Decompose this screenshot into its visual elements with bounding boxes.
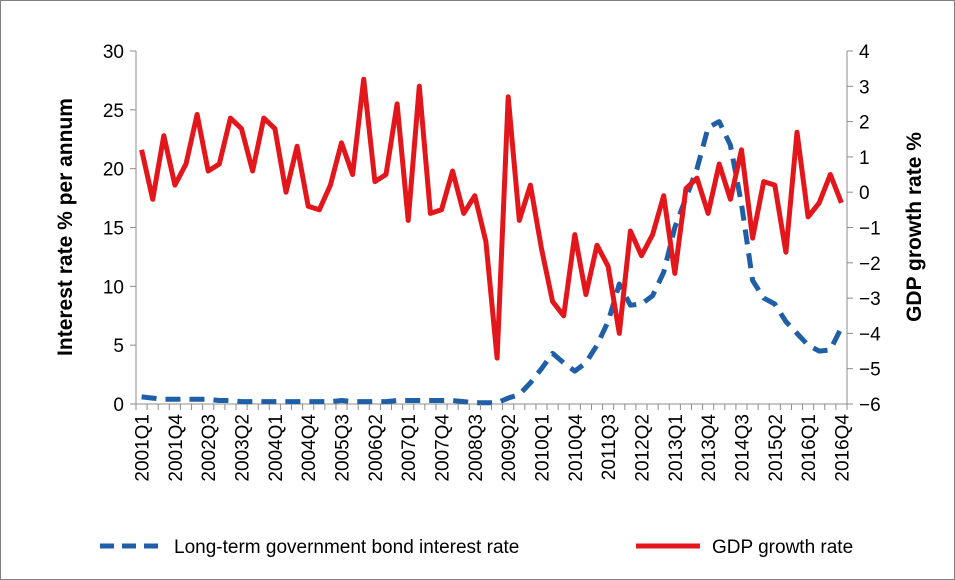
x-tick-label: 2005Q3	[333, 414, 354, 482]
right-tick-label: 1	[859, 148, 870, 169]
axes	[135, 51, 848, 405]
x-tick-label: 2008Q3	[466, 414, 487, 482]
left-axis-title: Interest rate % per annum	[54, 98, 77, 356]
x-tick-label: 2006Q2	[366, 414, 387, 482]
left-tick-label: 15	[103, 219, 124, 240]
left-tick-label: 5	[113, 336, 124, 357]
x-tick-label: 2004Q1	[266, 414, 287, 482]
right-tick-label: −4	[859, 324, 881, 345]
x-tick-label: 2007Q4	[433, 414, 454, 482]
series-line-bond-rate	[141, 119, 844, 406]
x-tick-label: 2013Q4	[699, 414, 720, 482]
x-tick-label: 2014Q3	[732, 414, 753, 482]
x-tick-label: 2010Q4	[566, 414, 587, 482]
x-tick-label: 2012Q2	[632, 414, 653, 482]
x-tick-label: 2013Q1	[666, 414, 687, 482]
right-tick-label: 3	[859, 77, 870, 98]
right-tick-label: −3	[859, 289, 881, 310]
x-tick-label: 2016Q1	[799, 414, 820, 482]
right-axis-title: GDP growth rate %	[903, 132, 926, 322]
left-tick-label: 20	[103, 160, 124, 181]
legend-label-gdp-growth: GDP growth rate	[712, 537, 853, 558]
series-line-gdp-growth	[139, 76, 844, 361]
x-tick-label: 2002Q3	[199, 414, 220, 482]
x-tick-label: 2010Q1	[532, 414, 553, 482]
right-axis-ticks: −6 −5 −4 −3 −2 −1 0 1 2 3 4	[847, 42, 881, 416]
right-tick-label: −5	[859, 360, 881, 381]
right-tick-label: −1	[859, 219, 881, 240]
left-tick-label: 25	[103, 101, 124, 122]
x-tick-label: 2009Q2	[499, 414, 520, 482]
x-axis-ticks: 2001Q1 2001Q4 2002Q3 2003Q2 2004Q1 2004Q4 2005…	[133, 404, 853, 482]
x-tick-label: 2016Q4	[832, 414, 853, 482]
legend: Long-term government bond interest rate …	[100, 537, 853, 558]
right-tick-label: 2	[859, 113, 870, 134]
series-layer	[139, 76, 844, 406]
right-tick-label: −2	[859, 254, 881, 275]
x-tick-label: 2015Q2	[766, 414, 787, 482]
x-tick-label: 2001Q4	[166, 414, 187, 482]
right-tick-label: 4	[859, 42, 870, 63]
legend-label-bond-rate: Long-term government bond interest rate	[174, 537, 519, 558]
x-tick-label: 2011Q3	[599, 414, 620, 480]
x-tick-label: 2007Q1	[399, 414, 420, 482]
left-tick-label: 0	[113, 395, 124, 416]
right-tick-label: 0	[859, 183, 870, 204]
left-tick-label: 30	[103, 42, 124, 63]
left-tick-label: 10	[103, 277, 124, 298]
x-tick-label: 2001Q1	[133, 414, 154, 482]
left-axis-ticks: 0 5 10 15 20 25 30	[103, 42, 136, 416]
x-tick-label: 2003Q2	[233, 414, 254, 482]
right-tick-label: −6	[859, 395, 881, 416]
x-tick-label: 2004Q4	[299, 414, 320, 482]
